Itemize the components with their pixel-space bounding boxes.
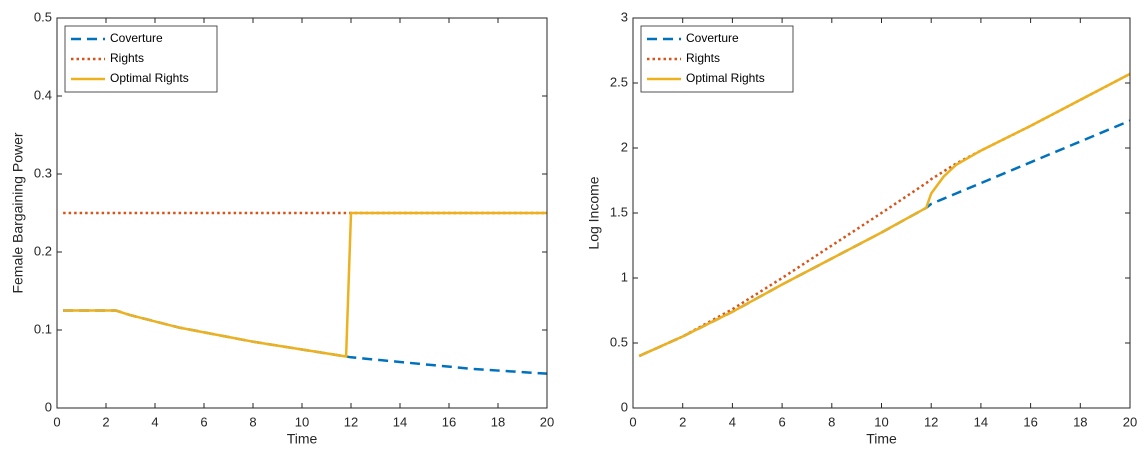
legend-label: Rights: [110, 51, 144, 65]
x-tick-label: 2: [102, 414, 109, 429]
x-tick-label: 10: [295, 414, 309, 429]
x-tick-label: 8: [828, 414, 835, 429]
x-tick-label: 18: [491, 414, 505, 429]
series-line: [63, 211, 547, 358]
y-tick-label: 0.5: [34, 9, 52, 24]
legend: Coverture Rights Optimal Rights: [64, 25, 218, 93]
y-tick-label: 1: [621, 269, 628, 284]
x-tick-label: 8: [249, 414, 256, 429]
x-tick-label: 12: [924, 414, 938, 429]
axes-box: [632, 17, 1131, 409]
x-tick-label: 4: [151, 414, 158, 429]
legend-label: Optimal Rights: [686, 71, 765, 85]
x-tick-label: 12: [344, 414, 358, 429]
y-tick-label: 3: [621, 9, 628, 24]
legend-label: Optimal Rights: [110, 71, 189, 85]
x-tick-label: 14: [393, 414, 407, 429]
x-tick-label: 0: [53, 414, 60, 429]
y-tick-label: 2: [621, 139, 628, 154]
chart: 0 2 4 6 8 10 12 14 16 18 20 0 0.1 0.2 0.3 0.4 0.5 Time Fem…: [10, 9, 555, 446]
legend-box: [640, 25, 794, 93]
x-tick-label: 20: [1123, 414, 1137, 429]
y-tick-label: 1.5: [610, 204, 628, 219]
x-tick-label: 20: [540, 414, 554, 429]
x-tick-label: 16: [1023, 414, 1037, 429]
x-tick-label: 14: [974, 414, 988, 429]
legend-label: Coverture: [686, 31, 739, 45]
y-tick-label: 0.1: [34, 321, 52, 336]
x-tick-label: 6: [778, 414, 785, 429]
legend: Coverture Rights Optimal Rights: [640, 25, 794, 93]
y-axis-title: Log Income: [586, 176, 602, 249]
y-tick-label: 0: [45, 399, 52, 414]
chart: 0 2 4 6 8 10 12 14 16 18 20 0 0.5 1 1.5 2 2.5 3 Time Log In…: [586, 9, 1138, 446]
x-tick-label: 10: [874, 414, 888, 429]
x-tick-label: 6: [200, 414, 207, 429]
y-tick-label: 2.5: [610, 74, 628, 89]
x-tick-label: 18: [1073, 414, 1087, 429]
legend-label: Rights: [686, 51, 720, 65]
y-tick-label: 0: [621, 399, 628, 414]
legend-box: [64, 25, 218, 93]
legend-label: Coverture: [110, 31, 163, 45]
series-line: [638, 72, 1131, 358]
y-axis-title: Female Bargaining Power: [10, 132, 26, 293]
x-tick-label: 4: [729, 414, 736, 429]
x-axis-title: Time: [866, 431, 897, 447]
x-tick-label: 16: [442, 414, 456, 429]
axes-box: [56, 17, 548, 409]
y-tick-label: 0.4: [34, 87, 52, 102]
y-tick-label: 0.5: [610, 334, 628, 349]
y-tick-label: 0.3: [34, 165, 52, 180]
x-axis-title: Time: [287, 431, 318, 447]
x-tick-label: 2: [679, 414, 686, 429]
x-tick-label: 0: [629, 414, 636, 429]
y-tick-label: 0.2: [34, 243, 52, 258]
